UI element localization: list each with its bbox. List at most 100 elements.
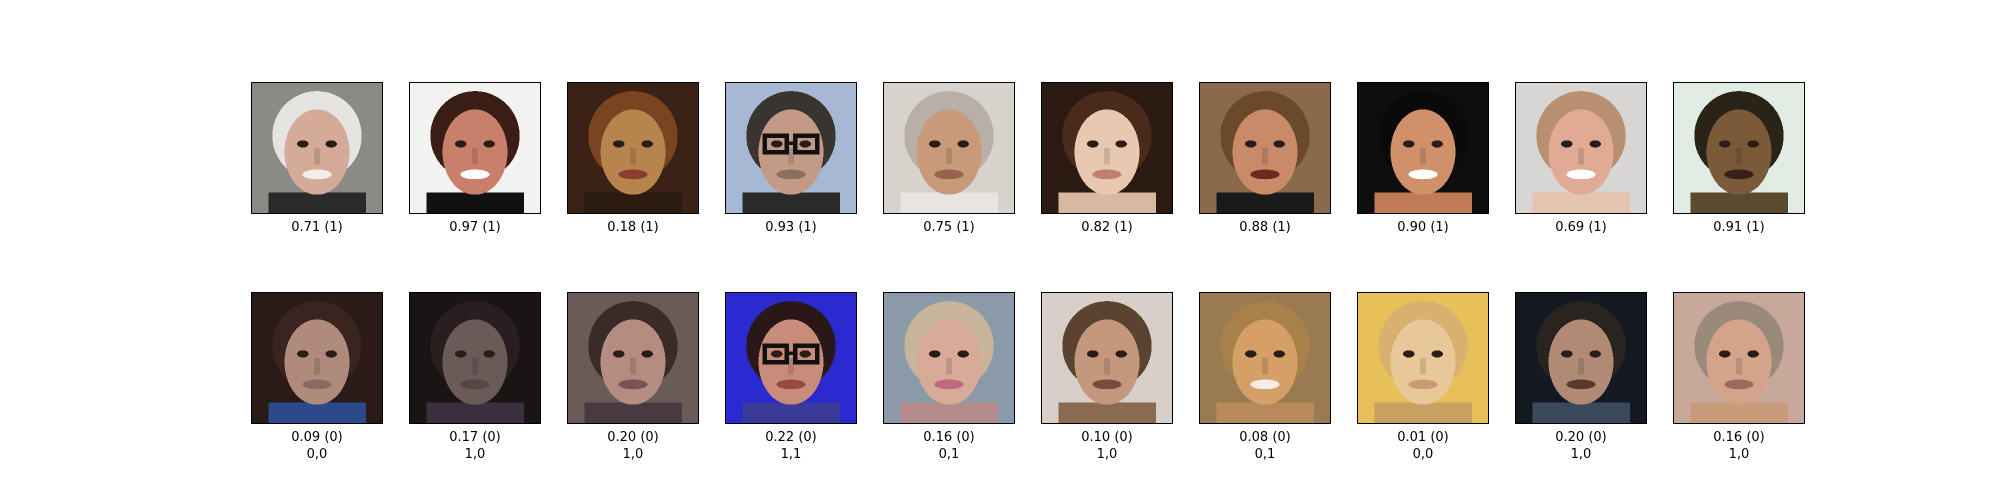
left-eye xyxy=(613,140,625,148)
mouth xyxy=(1250,169,1280,180)
label-caption: 0,1 xyxy=(938,447,960,462)
score-caption: 0.16 (0) xyxy=(923,430,975,445)
left-eye xyxy=(1245,140,1257,148)
right-eye xyxy=(1273,140,1285,148)
generated-face-cell: 0.01 (0) 0,0 xyxy=(1357,292,1489,462)
score-caption: 0.08 (0) xyxy=(1239,430,1291,445)
label-caption: 1,0 xyxy=(1728,447,1750,462)
shoulders xyxy=(1374,192,1472,213)
nose xyxy=(1578,148,1584,165)
glasses-bridge xyxy=(786,351,796,356)
shoulders xyxy=(900,192,998,213)
real-face-cell: 0.69 (1) xyxy=(1515,82,1647,235)
label-caption: 1,0 xyxy=(464,447,486,462)
face xyxy=(1548,109,1614,195)
right-eye xyxy=(483,140,495,148)
mouth xyxy=(1566,379,1596,390)
face-image xyxy=(883,292,1015,424)
generated-faces-row: 0.09 (0) 0,0 0.17 (0) 1,0 0.20 (0) 1,0 0.22… xyxy=(0,292,2000,462)
left-eye xyxy=(455,350,467,358)
face-image xyxy=(251,82,383,214)
generated-face-cell: 0.10 (0) 1,0 xyxy=(1041,292,1173,462)
score-caption: 0.90 (1) xyxy=(1397,220,1449,235)
real-face-cell: 0.90 (1) xyxy=(1357,82,1489,235)
face-image xyxy=(1515,292,1647,424)
nose xyxy=(1578,358,1584,375)
label-caption: 0,0 xyxy=(1412,447,1434,462)
score-caption: 0.71 (1) xyxy=(291,220,343,235)
shoulders xyxy=(1690,192,1788,213)
nose xyxy=(1736,148,1742,165)
face-thumbnail xyxy=(1358,83,1488,213)
face xyxy=(1548,319,1614,405)
mouth xyxy=(302,379,332,390)
real-face-cell: 0.18 (1) xyxy=(567,82,699,235)
generated-face-cell: 0.17 (0) 1,0 xyxy=(409,292,541,462)
shoulders xyxy=(584,402,682,423)
right-eye xyxy=(799,140,811,148)
real-face-cell: 0.71 (1) xyxy=(251,82,383,235)
score-caption: 0.18 (1) xyxy=(607,220,659,235)
shoulders xyxy=(426,402,524,423)
mouth xyxy=(1408,379,1438,390)
right-eye xyxy=(1747,140,1759,148)
left-eye xyxy=(1403,350,1415,358)
face-image xyxy=(1357,292,1489,424)
face-thumbnail xyxy=(568,293,698,423)
shoulders xyxy=(426,192,524,213)
face-thumbnail xyxy=(884,83,1014,213)
face-thumbnail xyxy=(1200,83,1330,213)
real-face-cell: 0.91 (1) xyxy=(1673,82,1805,235)
face-image xyxy=(1041,82,1173,214)
mouth xyxy=(1092,169,1122,180)
score-caption: 0.01 (0) xyxy=(1397,430,1449,445)
face xyxy=(1706,319,1772,405)
face-thumbnail xyxy=(1674,293,1804,423)
score-caption: 0.17 (0) xyxy=(449,430,501,445)
shoulders xyxy=(1058,192,1156,213)
face-image xyxy=(1673,292,1805,424)
right-eye xyxy=(641,350,653,358)
mouth xyxy=(460,379,490,390)
score-caption: 0.10 (0) xyxy=(1081,430,1133,445)
face xyxy=(916,109,982,195)
real-face-cell: 0.82 (1) xyxy=(1041,82,1173,235)
right-eye xyxy=(325,140,337,148)
mouth xyxy=(1408,169,1438,180)
face-image xyxy=(409,292,541,424)
score-caption: 0.09 (0) xyxy=(291,430,343,445)
face-thumbnail xyxy=(410,83,540,213)
right-eye xyxy=(1589,350,1601,358)
glasses-bridge xyxy=(786,141,796,146)
score-caption: 0.88 (1) xyxy=(1239,220,1291,235)
shoulders xyxy=(900,402,998,423)
face-image xyxy=(883,82,1015,214)
face-thumbnail xyxy=(1674,83,1804,213)
right-eye xyxy=(1431,350,1443,358)
mouth xyxy=(776,169,806,180)
right-eye xyxy=(325,350,337,358)
label-caption: 1,0 xyxy=(1096,447,1118,462)
score-caption: 0.20 (0) xyxy=(607,430,659,445)
face-image xyxy=(1041,292,1173,424)
face-thumbnail xyxy=(726,83,856,213)
nose xyxy=(472,148,478,165)
nose xyxy=(788,358,794,375)
label-caption: 1,1 xyxy=(780,447,802,462)
shoulders xyxy=(1058,402,1156,423)
nose xyxy=(314,358,320,375)
face-thumbnail xyxy=(568,83,698,213)
nose xyxy=(1420,358,1426,375)
score-caption: 0.22 (0) xyxy=(765,430,817,445)
right-eye xyxy=(1115,140,1127,148)
face-image xyxy=(725,292,857,424)
left-eye xyxy=(929,140,941,148)
left-eye xyxy=(1403,140,1415,148)
mouth xyxy=(302,169,332,180)
generated-face-cell: 0.16 (0) 1,0 xyxy=(1673,292,1805,462)
generated-face-cell: 0.22 (0) 1,1 xyxy=(725,292,857,462)
nose xyxy=(1736,358,1742,375)
face-image xyxy=(567,292,699,424)
label-caption: 1,0 xyxy=(1570,447,1592,462)
nose xyxy=(1262,148,1268,165)
